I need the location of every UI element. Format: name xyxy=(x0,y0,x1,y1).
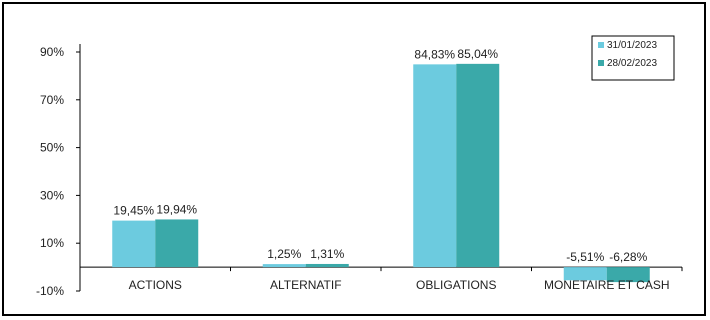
data-label: -6,28% xyxy=(609,250,647,264)
category-label: MONETAIRE ET CASH xyxy=(544,278,670,292)
legend: 31/01/2023 28/02/2023 xyxy=(591,35,675,81)
bar xyxy=(262,264,306,268)
y-tick-label: 50% xyxy=(40,141,64,155)
legend-label: 31/01/2023 xyxy=(607,40,657,51)
bar xyxy=(305,263,349,268)
bar xyxy=(606,267,650,283)
category-label: ACTIONS xyxy=(129,278,182,292)
category-label: ALTERNATIF xyxy=(270,278,342,292)
data-label: 84,83% xyxy=(414,47,455,61)
bar xyxy=(155,219,199,268)
data-label: 85,04% xyxy=(457,47,498,61)
data-label: 1,25% xyxy=(267,247,301,261)
y-tick-label: -10% xyxy=(36,284,64,298)
bar xyxy=(563,267,607,281)
data-label: 19,94% xyxy=(156,202,197,216)
legend-swatch xyxy=(598,42,604,48)
y-tick-label: 90% xyxy=(40,45,64,59)
legend-label: 28/02/2023 xyxy=(607,58,657,69)
bar xyxy=(413,64,457,268)
legend-swatch xyxy=(598,60,604,66)
data-label: -5,51% xyxy=(566,250,604,264)
y-tick-label: 70% xyxy=(40,93,64,107)
bar xyxy=(112,220,156,268)
y-tick-label: 30% xyxy=(40,188,64,202)
category-label: OBLIGATIONS xyxy=(416,278,496,292)
data-label: 1,31% xyxy=(310,247,344,261)
data-label: 19,45% xyxy=(113,204,154,218)
y-tick-label: 10% xyxy=(40,236,64,250)
bar xyxy=(456,63,500,268)
legend-box xyxy=(591,35,675,81)
